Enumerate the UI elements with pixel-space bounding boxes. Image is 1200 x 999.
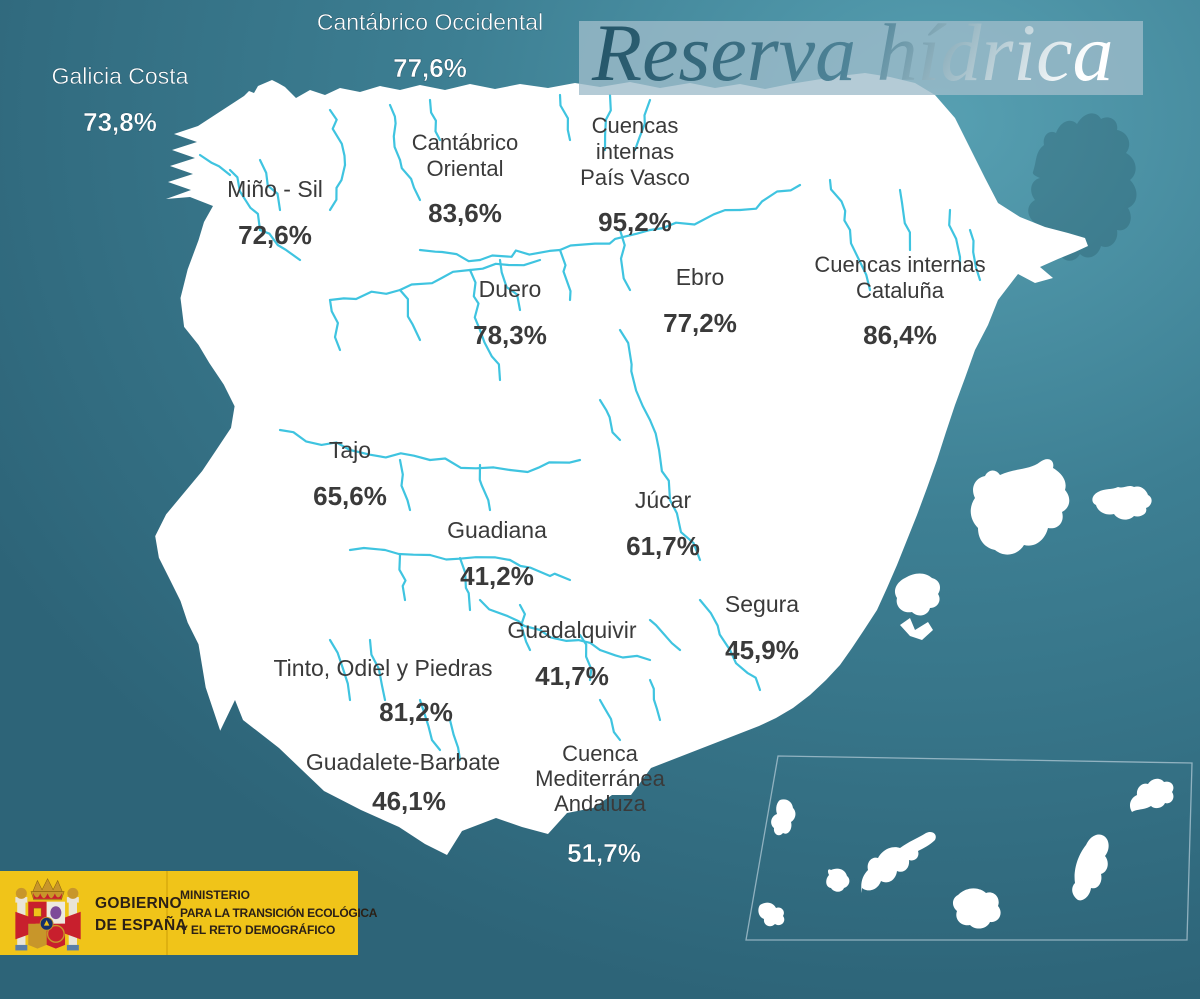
svg-text:Tinto, Odiel y Piedras: Tinto, Odiel y Piedras (273, 655, 492, 681)
svg-text:Guadalete-Barbate: Guadalete-Barbate (306, 749, 500, 775)
svg-text:MINISTERIO: MINISTERIO (180, 888, 250, 902)
svg-text:46,1%: 46,1% (372, 786, 446, 816)
svg-text:65,6%: 65,6% (313, 481, 387, 511)
svg-text:95,2%: 95,2% (598, 207, 672, 237)
svg-text:GOBIERNO: GOBIERNO (95, 895, 182, 912)
svg-text:PARA LA TRANSICIÓN ECOLÓGICA: PARA LA TRANSICIÓN ECOLÓGICA (180, 905, 378, 920)
svg-text:83,6%: 83,6% (428, 198, 502, 228)
svg-text:Guadalquivir: Guadalquivir (507, 617, 636, 643)
svg-text:41,2%: 41,2% (460, 561, 534, 591)
svg-text:41,7%: 41,7% (535, 661, 609, 691)
svg-text:72,6%: 72,6% (238, 220, 312, 250)
svg-text:Duero: Duero (479, 276, 542, 302)
svg-text:86,4%: 86,4% (863, 320, 937, 350)
svg-text:Y EL RETO DEMOGRÁFICO: Y EL RETO DEMOGRÁFICO (180, 922, 335, 937)
svg-text:Cantábrico Occidental: Cantábrico Occidental (317, 9, 543, 35)
svg-text:Segura: Segura (725, 591, 799, 617)
svg-text:78,3%: 78,3% (473, 320, 547, 350)
svg-text:51,7%: 51,7% (567, 838, 641, 868)
svg-text:45,9%: 45,9% (725, 635, 799, 665)
svg-text:Reserva hídrica: Reserva hídrica (591, 7, 1113, 98)
svg-text:Júcar: Júcar (635, 487, 692, 513)
svg-text:Galicia Costa: Galicia Costa (52, 63, 189, 89)
svg-text:Miño - Sil: Miño - Sil (227, 176, 323, 202)
svg-text:Tajo: Tajo (329, 437, 371, 463)
svg-text:77,6%: 77,6% (393, 53, 467, 83)
svg-text:Ebro: Ebro (676, 264, 725, 290)
svg-text:61,7%: 61,7% (626, 531, 700, 561)
svg-text:73,8%: 73,8% (83, 107, 157, 137)
svg-text:DE ESPAÑA: DE ESPAÑA (95, 916, 187, 934)
svg-text:77,2%: 77,2% (663, 308, 737, 338)
svg-text:Guadiana: Guadiana (447, 517, 547, 543)
svg-text:81,2%: 81,2% (379, 697, 453, 727)
